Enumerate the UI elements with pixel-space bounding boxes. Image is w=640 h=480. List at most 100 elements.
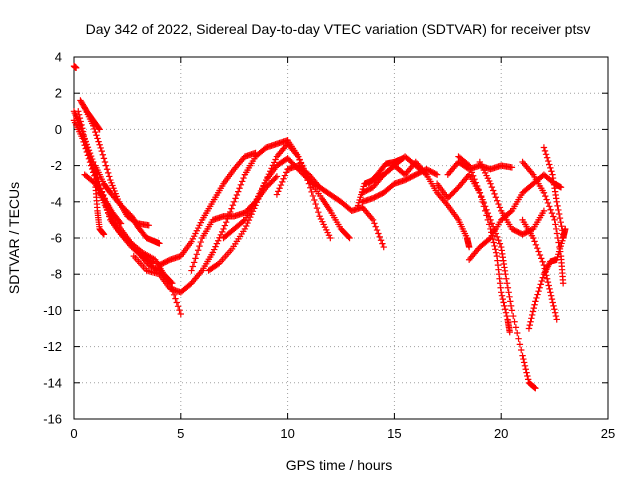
data-point [214,237,222,244]
data-point [488,229,495,236]
data-point [281,172,289,179]
data-point [172,295,179,302]
data-point [500,299,507,306]
x-tick-label: 10 [280,426,294,441]
data-point [272,156,279,163]
data-point [475,186,482,193]
data-point [228,205,235,212]
data-point [476,189,484,196]
data-point [193,251,201,258]
data-point [534,291,541,298]
data-point [75,108,82,115]
data-point [279,178,286,186]
data-point [551,309,559,316]
data-point [512,324,520,331]
data-point [550,213,557,220]
data-point [510,312,517,320]
data-point [376,233,383,241]
data-point [492,194,500,201]
data-point [86,149,94,157]
series-group [70,62,569,392]
data-point [536,284,543,291]
y-axis-label: SDTVAR / TECUs [6,182,22,294]
data-point [544,199,552,207]
data-point [477,194,485,201]
data-point [503,312,511,320]
data-point [309,192,317,200]
data-point [236,185,243,192]
data-point [369,216,377,224]
data-point [345,233,352,241]
data-point [189,263,197,270]
data-point [531,301,538,308]
data-point [539,258,546,265]
data-point [508,164,516,171]
data-point [313,204,321,212]
data-point [423,171,430,178]
y-tick-label: -6 [50,231,62,246]
data-point [542,192,549,200]
data-point [502,309,510,316]
data-point [504,284,512,291]
x-tick-label: 5 [177,426,184,441]
data-point [495,237,502,244]
data-point [524,372,531,380]
data-point [82,138,89,145]
data-point [553,225,560,233]
series-track-13 [205,140,353,274]
data-point [169,280,176,287]
data-point [528,315,535,322]
data-point [502,271,509,278]
data-point [72,64,80,72]
y-tick-label: -2 [50,158,62,173]
data-point [498,289,505,296]
data-point [555,210,563,218]
data-point [209,249,217,256]
data-point [471,175,478,183]
data-point [539,274,547,281]
data-point [530,234,537,242]
data-point [90,158,97,166]
data-point [541,147,549,155]
data-point [544,278,552,286]
data-point [377,237,385,244]
data-point [555,239,562,246]
data-point [489,187,497,194]
series-track-08 [92,180,108,238]
data-point [493,197,501,204]
y-tick-label: -14 [43,375,62,390]
data-point [548,168,555,175]
data-point [487,225,494,233]
data-point [484,216,492,224]
data-point [550,302,557,310]
data-point [296,156,303,163]
data-point [80,131,88,139]
data-point [546,161,553,168]
data-point [469,172,477,179]
data-point [547,292,555,299]
data-point [373,226,381,234]
data-point [520,359,528,366]
data-point [210,246,218,253]
x-tick-label: 15 [387,426,401,441]
data-point [562,225,569,233]
data-point [167,278,175,286]
data-point [190,259,198,266]
data-point [399,155,407,162]
data-point [106,213,113,220]
data-point [235,188,242,195]
data-point [523,369,530,376]
data-point [527,318,534,325]
data-point [535,287,542,295]
data-point [222,218,230,226]
data-point [188,267,195,274]
data-point [483,212,490,219]
data-point [311,196,318,204]
data-point [220,225,227,233]
data-point [84,144,92,151]
data-point [488,232,496,239]
data-point [272,174,279,182]
data-point [75,111,83,118]
data-point [537,281,544,288]
data-point [506,293,513,301]
